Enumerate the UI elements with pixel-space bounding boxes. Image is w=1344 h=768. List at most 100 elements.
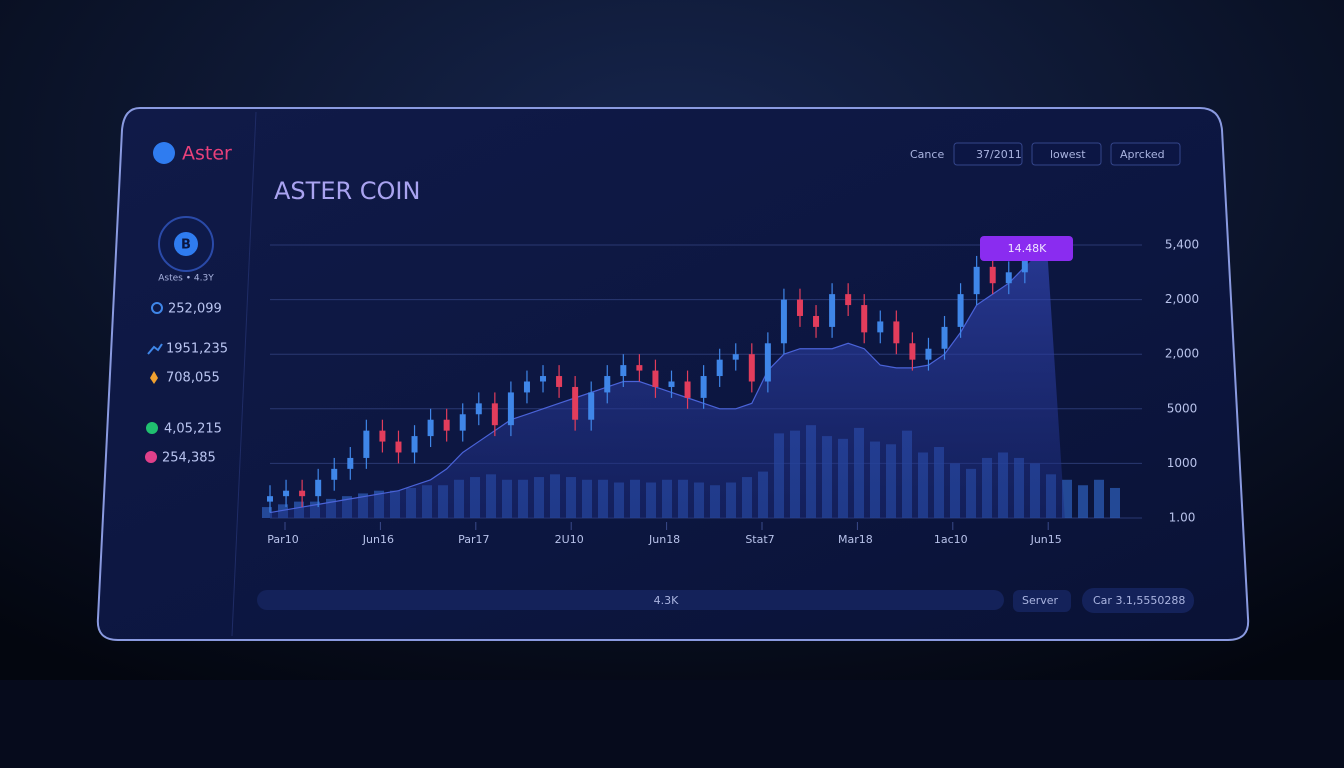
car-field[interactable] xyxy=(1082,588,1194,613)
candle-body xyxy=(636,365,643,371)
x-tick-label: Par10 xyxy=(267,533,298,546)
candle-body xyxy=(267,496,273,502)
page-title: ASTER COIN xyxy=(274,177,420,205)
candle-body xyxy=(941,326,948,349)
applied-dropdown[interactable] xyxy=(1110,142,1181,166)
sidebar-divider xyxy=(231,111,257,637)
candle-body xyxy=(684,381,691,398)
candle-body xyxy=(813,315,820,327)
volume-bar xyxy=(1062,479,1072,518)
candle-body xyxy=(379,430,386,442)
server-dropdown[interactable] xyxy=(1013,590,1071,612)
y-tick-label: 1000 xyxy=(1167,456,1198,470)
candle-body xyxy=(716,359,723,377)
price-tag xyxy=(980,236,1073,261)
user-name: Astes • 4.3Y xyxy=(158,274,214,284)
stat-icon xyxy=(145,451,157,463)
y-tick-label: 2,000 xyxy=(1165,347,1199,361)
candle-body xyxy=(973,266,980,295)
stat-icon xyxy=(150,371,158,384)
stat: 4,05,215 xyxy=(164,422,222,437)
candle-body xyxy=(989,266,996,284)
candle-body xyxy=(572,386,579,420)
candle-body xyxy=(475,403,482,415)
candle-body xyxy=(1005,272,1012,284)
applied-text: Aprcked xyxy=(1120,148,1165,161)
date-button[interactable] xyxy=(953,142,1023,166)
price-tag-text: 14.48K xyxy=(1008,242,1047,255)
y-tick-label: 1.00 xyxy=(1169,511,1196,525)
stat-icon xyxy=(147,343,163,355)
candle-body xyxy=(1021,250,1028,273)
x-tick-label: Stat7 xyxy=(745,533,774,546)
candle-body xyxy=(331,468,338,480)
candle-body xyxy=(652,370,659,387)
x-tick-label: Jun18 xyxy=(648,533,680,546)
candle-body xyxy=(363,430,370,458)
avatar-letter: B xyxy=(181,238,191,253)
volume-bar xyxy=(1094,479,1104,518)
area xyxy=(270,245,1065,518)
x-tick-label: 2U10 xyxy=(555,533,584,546)
candle-body xyxy=(877,321,884,333)
x-tick-label: Par17 xyxy=(458,533,489,546)
candle-body xyxy=(620,365,627,377)
candle-body xyxy=(861,305,868,333)
logo xyxy=(153,142,175,164)
stat-icon xyxy=(151,302,163,314)
candle-body xyxy=(283,490,290,497)
cancel-button[interactable]: Cance xyxy=(910,148,944,161)
candle-body xyxy=(732,354,739,360)
car-text: Car 3.1,5550288 xyxy=(1093,594,1185,607)
candle-body xyxy=(909,343,916,360)
x-tick-label: 1ac10 xyxy=(934,533,968,546)
candle-body xyxy=(588,392,595,420)
x-tick-label: Mar18 xyxy=(838,533,873,546)
candle-body xyxy=(523,381,530,393)
date-text: 37/2011 xyxy=(976,148,1022,161)
sort-dropdown[interactable] xyxy=(1031,142,1102,166)
candle-body xyxy=(893,321,900,344)
candle-body xyxy=(507,392,514,426)
candle-body xyxy=(443,419,450,431)
brand: Aster xyxy=(182,143,232,165)
y-tick-label: 2,000 xyxy=(1165,292,1199,306)
stat: 1951,235 xyxy=(166,342,228,357)
stat: 708,055 xyxy=(166,371,220,386)
server-text: Server xyxy=(1022,594,1059,607)
area-line xyxy=(269,266,1026,514)
candle-body xyxy=(347,457,354,469)
candle-body xyxy=(315,479,322,497)
candle-body xyxy=(604,376,611,393)
stat: 254,385 xyxy=(162,451,216,466)
chart: 5,400 2,000 2,000 5000 1000 1.00 Par10 Jun16 Par… xyxy=(262,236,1199,546)
stat: 252,099 xyxy=(168,302,222,317)
candle-body xyxy=(556,376,563,387)
amount-text: 4.3K xyxy=(654,594,679,607)
y-tick-label: 5000 xyxy=(1167,401,1198,415)
candle-body xyxy=(796,299,803,316)
volume-bar xyxy=(1078,485,1088,518)
x-tick-label: Jun15 xyxy=(1030,533,1062,546)
x-tick-label: Jun16 xyxy=(362,533,394,546)
candle-body xyxy=(700,376,707,398)
candle-body xyxy=(540,376,547,382)
candle-body xyxy=(668,381,675,387)
avatar-icon xyxy=(174,232,198,256)
amount-bar[interactable] xyxy=(257,590,1004,610)
panel xyxy=(96,107,1250,641)
candle-body xyxy=(459,414,466,431)
candle-body xyxy=(491,403,498,426)
candle-body xyxy=(780,299,787,344)
stat-icon xyxy=(146,422,158,434)
candle-body xyxy=(395,441,402,453)
volume-bar xyxy=(262,507,272,518)
volume-bar xyxy=(1110,487,1120,518)
candle-body xyxy=(764,343,771,382)
candle-body xyxy=(411,436,418,453)
candle-body xyxy=(957,294,964,327)
candle-body xyxy=(925,348,932,360)
candle-body xyxy=(829,294,836,327)
candle-body xyxy=(748,354,755,382)
